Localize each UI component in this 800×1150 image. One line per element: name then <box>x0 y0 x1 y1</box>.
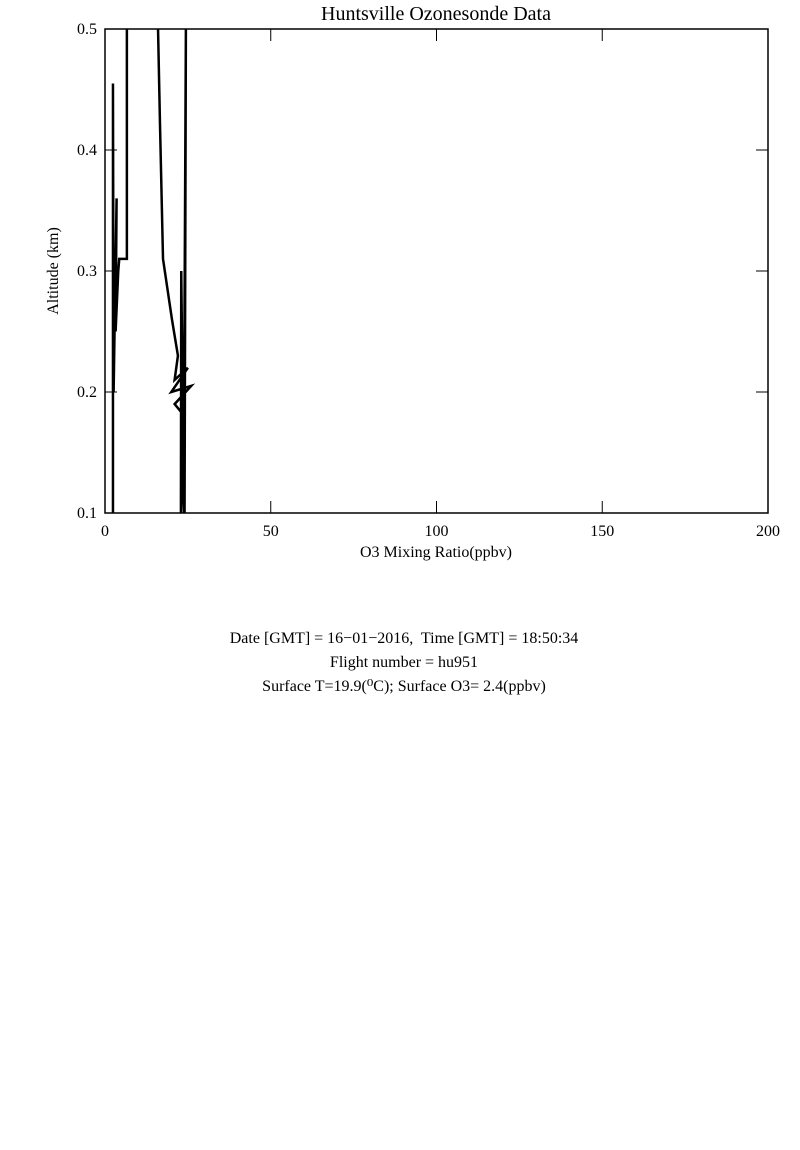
annotation: Flight number = hu951 <box>330 654 478 671</box>
y-tick-label: 0.4 <box>77 142 97 159</box>
profile-line <box>111 29 129 513</box>
x-tick-label: 0 <box>101 523 109 540</box>
annotation: Date [GMT] = 16−01−2016, Time [GMT] = 18… <box>230 630 579 647</box>
x-tick-label: 50 <box>263 523 279 540</box>
y-tick-label: 0.5 <box>77 21 97 38</box>
x-tick-label: 200 <box>756 523 780 540</box>
x-axis-label: O3 Mixing Ratio(ppbv) <box>360 544 512 561</box>
annotation: Surface T=19.9(⁰C); Surface O3= 2.4(ppbv… <box>262 678 546 695</box>
x-tick-label: 150 <box>590 523 614 540</box>
profile-line <box>156 28 196 514</box>
y-tick-label: 0.1 <box>77 505 97 522</box>
y-tick-label: 0.3 <box>77 263 97 280</box>
chart-title: Huntsville Ozonesonde Data <box>321 3 551 25</box>
y-tick-label: 0.2 <box>77 384 97 401</box>
x-tick-label: 100 <box>425 523 449 540</box>
y-axis-label: Altitude (km) <box>45 227 62 315</box>
